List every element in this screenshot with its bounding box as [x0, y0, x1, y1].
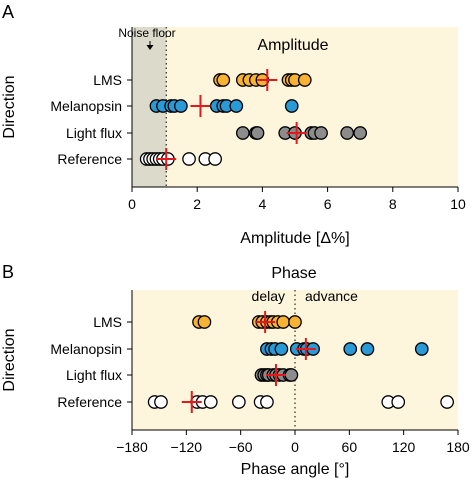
data-point: [440, 395, 454, 409]
plot-background: [132, 290, 458, 430]
x-tick-label: 2: [193, 196, 201, 212]
advance-label: advance: [305, 288, 358, 304]
y-axis-title: Direction: [1, 75, 18, 138]
series-reference: [147, 391, 454, 413]
category-label: LMS: [93, 72, 122, 88]
series-lms: [192, 311, 302, 333]
x-tick-label: 0: [291, 439, 299, 455]
plot-title: Amplitude: [257, 37, 328, 54]
x-tick-label: 10: [450, 196, 466, 212]
data-point: [197, 315, 212, 329]
series-melanopsin: [149, 95, 299, 117]
panel-letter: B: [2, 262, 14, 282]
x-axis-title: Phase angle [°]: [241, 461, 350, 478]
panel-a: Noise floor Amplitude A 0 2 4 6 8 10 LMS Melanopsi…: [1, 2, 466, 247]
data-point: [343, 342, 358, 356]
category-label: Light flux: [66, 125, 122, 141]
x-axis-title: Amplitude [Δ%]: [240, 230, 349, 247]
data-point: [208, 152, 222, 166]
data-point: [232, 395, 246, 409]
data-point: [203, 395, 218, 409]
x-tick-label: −120: [171, 439, 203, 455]
data-point: [314, 126, 328, 140]
x-tick-label: 0: [128, 196, 136, 212]
series-reference: [139, 148, 222, 170]
x-tick-label: 6: [324, 196, 332, 212]
x-tick-label: 4: [259, 196, 267, 212]
data-point: [260, 395, 274, 409]
data-point: [297, 73, 312, 87]
plot-title: Phase: [271, 265, 316, 282]
category-label: Melanopsin: [50, 341, 122, 357]
x-tick-label: 120: [392, 439, 416, 455]
data-point: [340, 126, 355, 140]
data-point: [353, 126, 368, 140]
data-point: [235, 126, 250, 140]
x-tick-label: 60: [342, 439, 358, 455]
data-point: [284, 99, 299, 113]
category-label: Light flux: [66, 367, 122, 383]
delay-label: delay: [252, 288, 285, 304]
data-point: [174, 99, 188, 113]
category-label: Reference: [57, 394, 122, 410]
noise-floor-arrow-head: [146, 45, 154, 50]
data-point: [182, 152, 196, 166]
data-point: [229, 99, 244, 113]
series-lms: [213, 69, 312, 91]
category-label: Reference: [57, 151, 122, 167]
data-point: [154, 395, 168, 409]
data-point: [284, 368, 299, 382]
series-light-flux: [235, 122, 368, 144]
category-label: Melanopsin: [50, 98, 122, 114]
data-point: [250, 126, 265, 140]
data-point: [288, 315, 302, 329]
x-tick-label: 8: [389, 196, 397, 212]
y-axis-title: Direction: [1, 328, 18, 391]
data-point: [276, 315, 291, 329]
data-point: [391, 395, 406, 409]
x-tick-label: 180: [446, 439, 470, 455]
series-light-flux: [254, 364, 299, 386]
x-tick-label: −60: [229, 439, 253, 455]
category-label: LMS: [93, 314, 122, 330]
panel-b: delay advance Phase B −180 −120 −60 0 60 120 180 LM…: [1, 262, 470, 478]
data-point: [414, 342, 429, 356]
panel-letter: A: [2, 2, 14, 22]
x-tick-label: −180: [116, 439, 148, 455]
data-point: [216, 73, 231, 87]
data-point: [274, 342, 289, 356]
data-point: [360, 342, 375, 356]
noise-floor-label: Noise floor: [118, 26, 175, 40]
series-melanopsin: [260, 338, 429, 360]
